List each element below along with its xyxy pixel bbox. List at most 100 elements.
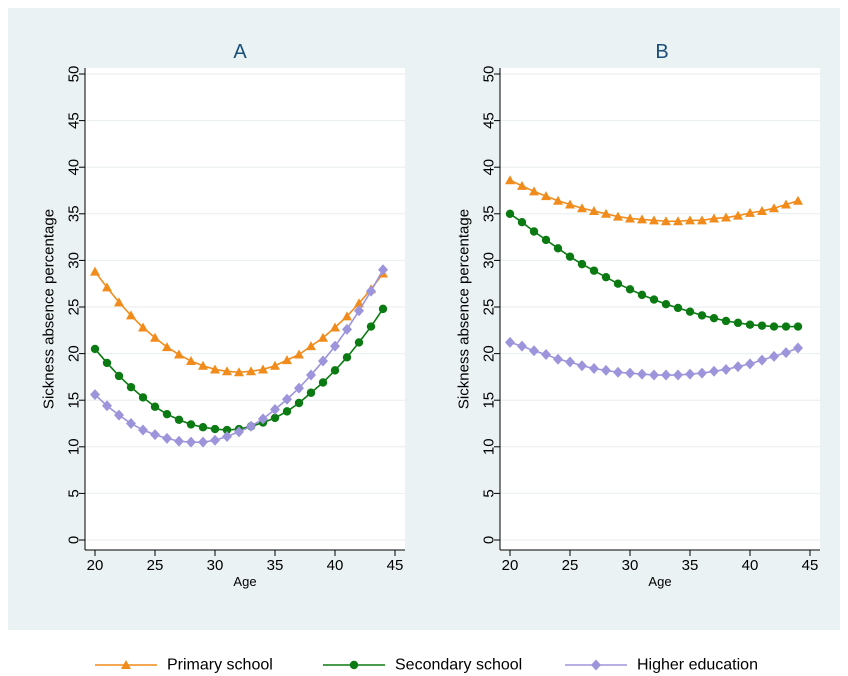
data-point	[505, 209, 515, 218]
data-point	[270, 404, 280, 416]
y-tick-label: 20	[66, 345, 83, 362]
data-point	[781, 322, 791, 331]
x-tick-label: 40	[327, 557, 344, 574]
data-point	[186, 420, 196, 429]
panel-title: A	[233, 41, 247, 63]
data-point	[793, 342, 803, 354]
data-point	[282, 407, 292, 416]
legend-label: Secondary school	[395, 657, 522, 674]
data-point	[685, 215, 695, 225]
data-point	[126, 418, 136, 429]
y-tick-label: 20	[481, 345, 498, 362]
data-point	[210, 434, 220, 446]
data-point	[649, 295, 659, 304]
data-point	[613, 211, 623, 221]
x-tick-label: 30	[622, 557, 639, 574]
data-point	[769, 203, 779, 213]
y-tick-label: 25	[66, 299, 83, 316]
data-point	[378, 264, 388, 276]
data-point	[721, 212, 731, 222]
data-point	[565, 199, 575, 209]
data-point	[342, 323, 352, 335]
data-point	[126, 310, 136, 320]
x-tick-label: 45	[387, 557, 404, 574]
legend-marker	[349, 660, 359, 670]
data-point	[138, 322, 148, 332]
y-tick-label: 10	[66, 438, 83, 455]
data-point	[601, 364, 611, 376]
x-tick-label: 20	[502, 557, 519, 574]
data-point	[378, 304, 388, 314]
data-point	[541, 235, 551, 245]
data-point	[649, 215, 659, 225]
data-point	[342, 353, 352, 362]
data-point	[685, 368, 695, 380]
data-point	[126, 382, 136, 392]
data-point	[721, 316, 731, 326]
data-point	[733, 361, 743, 373]
data-point	[318, 378, 328, 387]
series-primary-school	[505, 175, 803, 226]
y-tick-label: 50	[66, 66, 83, 83]
data-point	[637, 368, 647, 380]
y-tick-label: 45	[66, 112, 83, 129]
data-point	[505, 336, 515, 348]
legend-item: Primary school	[95, 657, 273, 674]
data-point	[589, 363, 599, 375]
data-point	[505, 175, 515, 185]
y-tick-label: 45	[481, 112, 498, 129]
plot-area	[85, 68, 405, 550]
data-point	[234, 367, 244, 377]
x-tick-label: 35	[267, 557, 284, 574]
data-point	[673, 216, 683, 226]
data-point	[90, 344, 100, 354]
data-point	[162, 432, 172, 444]
data-point	[318, 355, 328, 367]
data-point	[306, 369, 316, 381]
y-tick-label: 5	[481, 489, 498, 497]
data-point	[174, 415, 184, 424]
data-point	[553, 353, 563, 365]
data-point	[733, 210, 743, 220]
series-higher-education	[90, 264, 388, 448]
data-point	[553, 244, 563, 253]
data-point	[366, 322, 376, 331]
data-point	[234, 426, 244, 438]
data-point	[589, 206, 599, 216]
x-tick-label: 20	[87, 557, 104, 574]
data-point	[601, 272, 611, 282]
data-point	[114, 297, 124, 307]
data-point	[697, 311, 707, 320]
data-point	[733, 318, 743, 328]
legend-marker	[121, 660, 131, 669]
data-point	[162, 409, 172, 419]
data-point	[673, 369, 683, 381]
data-point	[793, 195, 803, 205]
data-point	[330, 322, 340, 332]
data-point	[342, 311, 352, 321]
data-point	[709, 213, 719, 223]
data-point	[577, 259, 587, 269]
y-axis-title: Sickness absence percentage	[456, 209, 473, 409]
series-secondary-school	[505, 209, 803, 331]
data-point	[745, 320, 755, 329]
y-tick-label: 40	[66, 159, 83, 176]
data-point	[102, 282, 112, 292]
data-point	[709, 313, 719, 323]
data-point	[625, 213, 635, 223]
y-tick-label: 35	[481, 205, 498, 222]
data-point	[721, 363, 731, 375]
y-tick-label: 0	[481, 536, 498, 544]
data-point	[162, 342, 172, 352]
y-axis-title: Sickness absence percentage	[41, 209, 58, 409]
data-point	[294, 398, 304, 408]
y-tick-label: 30	[481, 252, 498, 269]
x-axis-title: Age	[233, 574, 256, 589]
data-point	[757, 321, 767, 330]
data-point	[529, 345, 539, 357]
data-point	[138, 393, 148, 402]
y-tick-label: 5	[66, 489, 83, 497]
y-tick-label: 50	[481, 66, 498, 83]
data-point	[282, 393, 292, 405]
